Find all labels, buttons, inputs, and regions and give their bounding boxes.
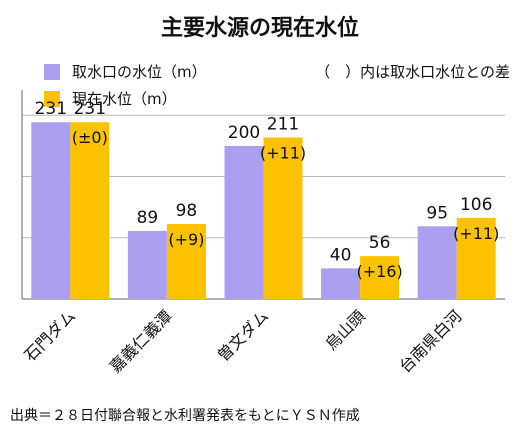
bar-intake-1 xyxy=(127,230,167,299)
legend-item-current: 現在水位（m） xyxy=(44,88,177,109)
legend-item-intake: 取水口の水位（m） xyxy=(44,61,207,82)
value-label-current-0: 231 xyxy=(74,99,106,119)
source-caption: 出典＝２８日付聯合報と水利署発表をもとにＹＳＮ作成 xyxy=(10,408,360,424)
value-label-intake-1: 89 xyxy=(137,208,159,228)
category-label-1: 嘉義仁義潭 xyxy=(106,306,176,376)
legend-label-current: 現在水位（m） xyxy=(72,90,177,108)
diff-label-4: (+11) xyxy=(453,224,499,243)
bar-intake-3 xyxy=(321,268,361,299)
bar-intake-4 xyxy=(417,226,457,299)
bar-intake-0 xyxy=(31,122,71,299)
legend-swatch-intake xyxy=(44,63,60,80)
legend-label-intake: 取水口の水位（m） xyxy=(72,63,207,81)
category-label-4: 台南県白河 xyxy=(396,306,466,376)
value-label-intake-3: 40 xyxy=(330,245,352,265)
diff-label-3: (+16) xyxy=(356,262,402,281)
bar-current-0 xyxy=(70,122,110,299)
value-label-current-2: 211 xyxy=(267,115,299,135)
category-label-2: 曽文ダム xyxy=(214,306,273,365)
value-label-intake-0: 231 xyxy=(35,99,67,119)
diff-label-1: (+9) xyxy=(168,230,204,249)
bar-current-4 xyxy=(456,217,496,299)
value-label-current-1: 98 xyxy=(176,201,198,221)
value-label-intake-2: 200 xyxy=(228,123,260,143)
category-label-0: 石門ダム xyxy=(20,306,79,365)
bar-intake-2 xyxy=(224,145,264,299)
diff-label-0: (±0) xyxy=(72,128,108,147)
value-label-intake-4: 95 xyxy=(426,203,448,223)
diff-label-2: (+11) xyxy=(260,144,306,163)
bar-current-3 xyxy=(360,256,400,299)
value-label-current-4: 106 xyxy=(460,195,492,215)
chart-note: （ ）内は取水口水位との差 xyxy=(315,63,510,81)
legend-swatch-current xyxy=(44,90,60,107)
chart-title: 主要水源の現在水位 xyxy=(160,16,359,41)
bar-current-2 xyxy=(263,137,303,299)
bar-current-1 xyxy=(166,223,206,299)
category-label-3: 烏山頭 xyxy=(322,306,369,353)
value-label-current-3: 56 xyxy=(369,233,391,253)
